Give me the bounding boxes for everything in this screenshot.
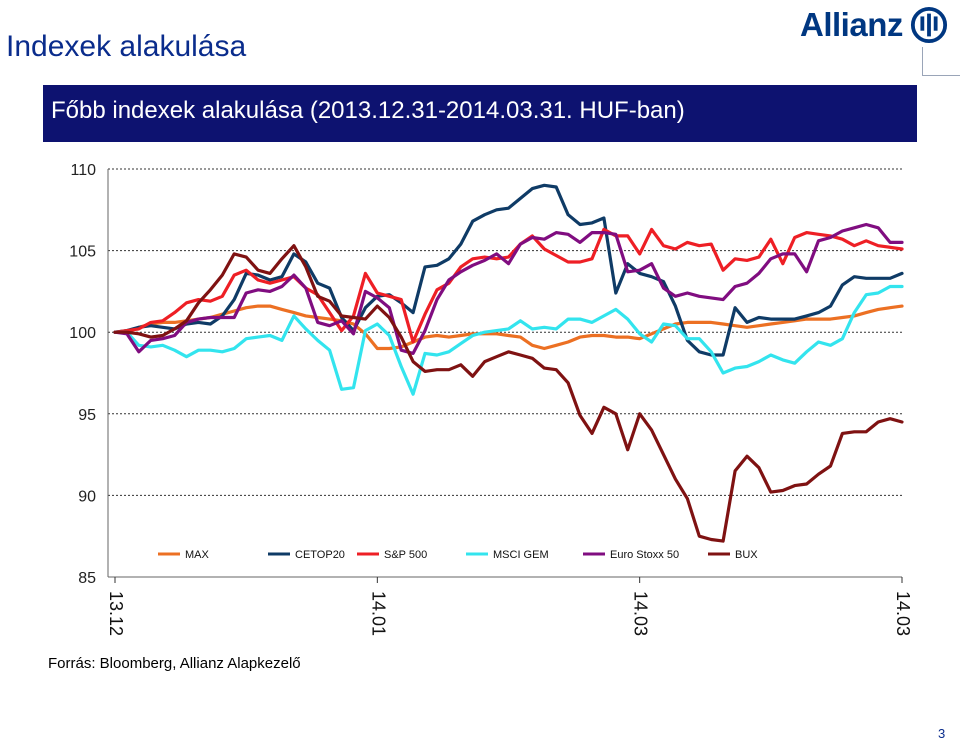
y-tick-label: 105 (69, 244, 96, 261)
y-tick-label: 95 (78, 407, 96, 424)
series-line (113, 183, 904, 357)
x-tick-label: 14.01 (368, 591, 388, 636)
allianz-logo: Allianz (800, 3, 958, 47)
legend-label: MSCI GEM (493, 549, 549, 561)
legend-label: BUX (735, 549, 758, 561)
x-tick-label: 14.03 (631, 591, 651, 636)
source-note: Forrás: Bloomberg, Allianz Alapkezelő (48, 655, 301, 672)
logo-text: Allianz (800, 6, 903, 43)
header-divider (922, 47, 960, 76)
line-chart: 110 105 100 95 90 85 13.12 14.01 14.03 14.03 MAX CE… (69, 162, 913, 636)
x-tick-label: 14.03 (893, 591, 913, 636)
y-tick-label: 100 (69, 325, 96, 342)
series-line (113, 244, 904, 543)
y-tick-label: 110 (70, 162, 96, 179)
chart-title-banner: Főbb indexek alakulása (2013.12.31-2014.… (43, 85, 917, 142)
chart-title: Főbb indexek alakulása (2013.12.31-2014.… (51, 97, 685, 124)
legend-label: MAX (185, 549, 210, 561)
eagle-emblem-icon (910, 6, 947, 44)
legend-label: CETOP20 (295, 549, 345, 561)
series-line (113, 222, 904, 355)
series-line (113, 284, 904, 396)
page-number: 3 (938, 726, 946, 741)
page-title: Indexek alakulása (6, 30, 247, 63)
y-tick-label: 90 (78, 488, 96, 505)
legend-label: Euro Stoxx 50 (610, 549, 679, 561)
x-tick-label: 13.12 (106, 591, 126, 636)
legend-label: S&P 500 (384, 549, 427, 561)
y-tick-label: 85 (78, 570, 96, 587)
series-line (113, 304, 904, 351)
series-line (113, 227, 904, 344)
